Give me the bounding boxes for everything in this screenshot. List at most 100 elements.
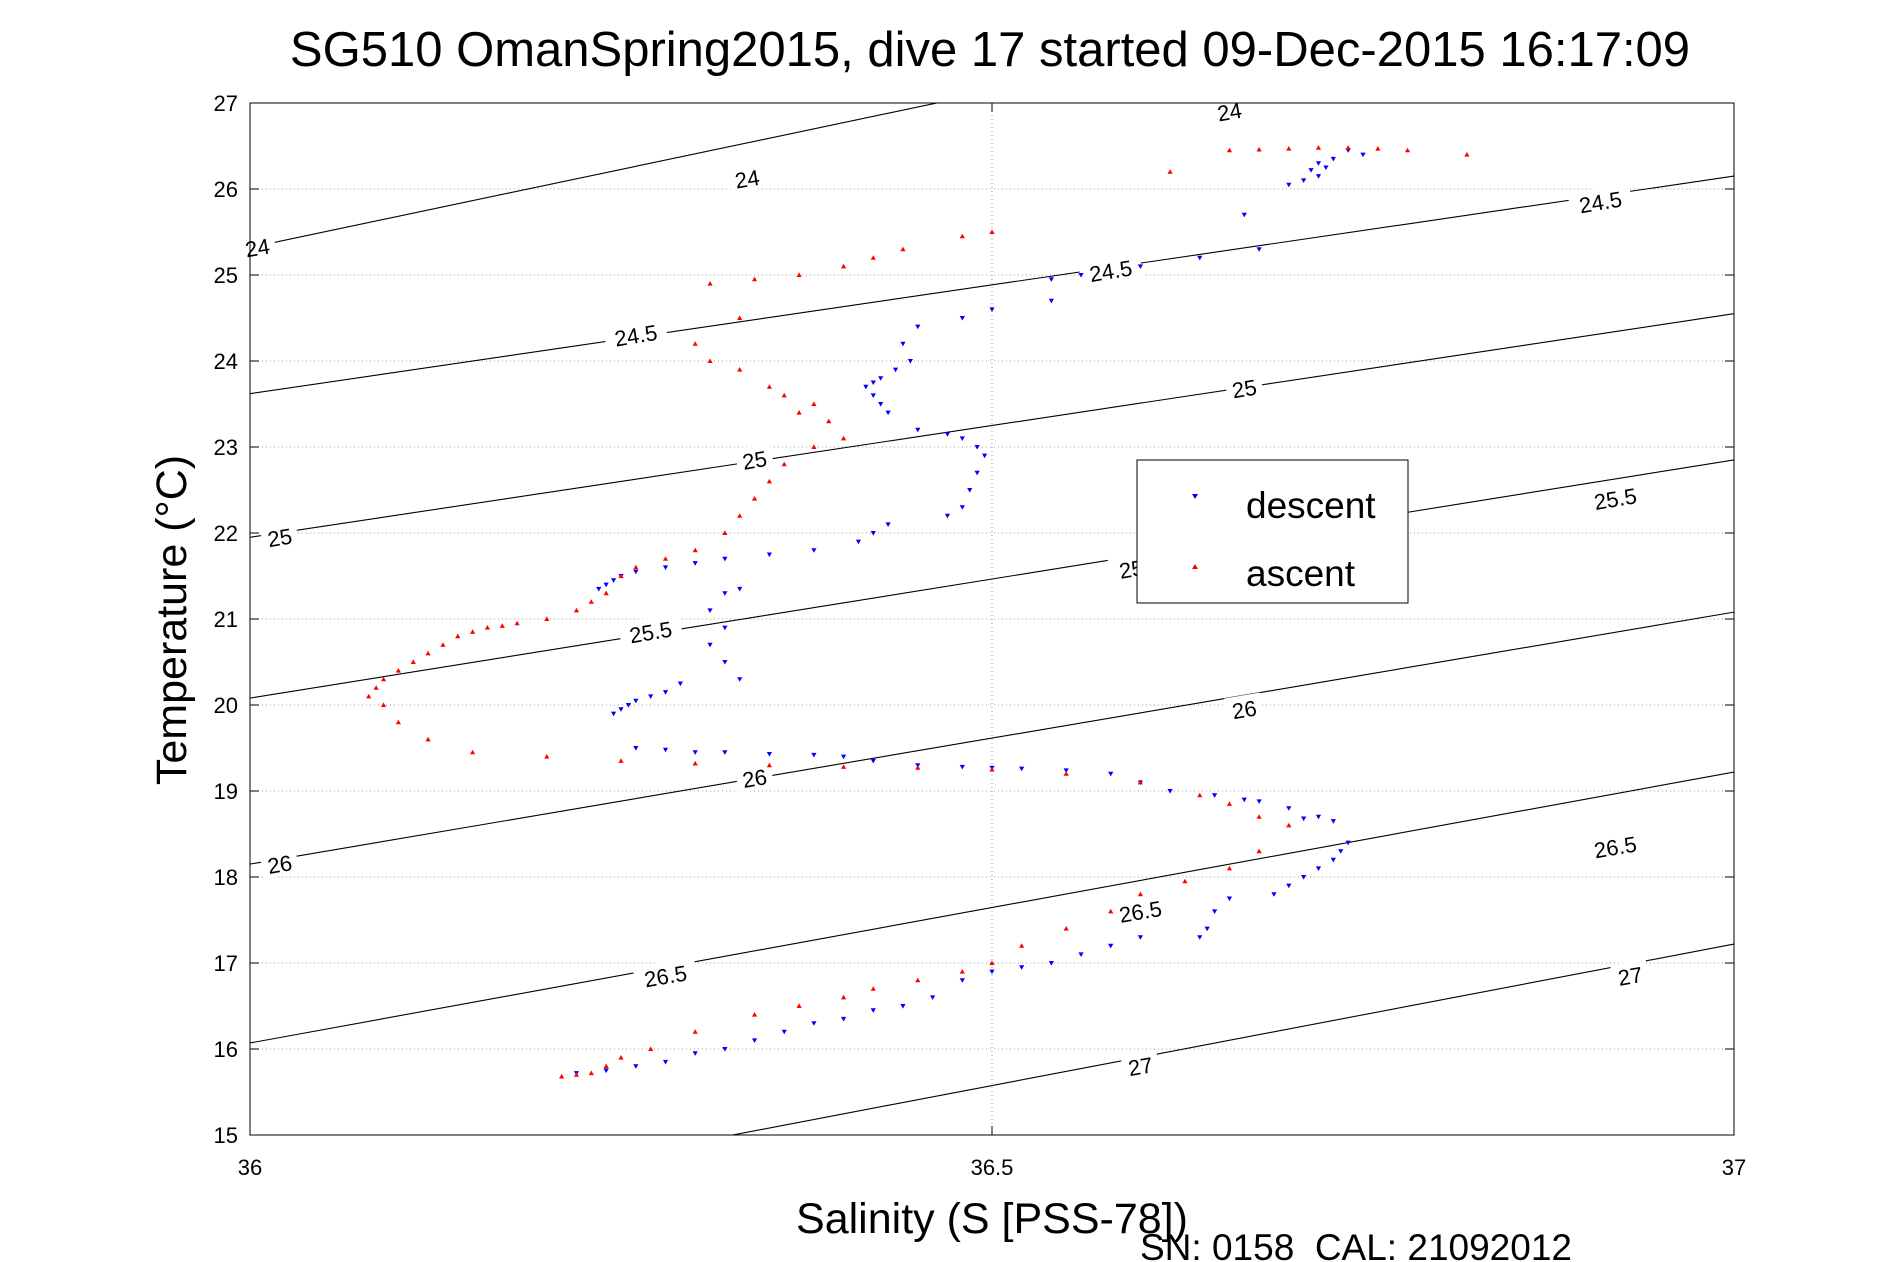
contour-label-gap bbox=[617, 612, 684, 649]
descent-point bbox=[677, 681, 683, 687]
ascent-point bbox=[737, 315, 743, 320]
descent-point bbox=[722, 625, 728, 631]
descent-point bbox=[1212, 909, 1218, 914]
contour-label-group: 26 bbox=[734, 761, 775, 793]
descent-point bbox=[1063, 768, 1069, 773]
ascent-point bbox=[455, 633, 461, 639]
descent-point bbox=[915, 427, 921, 433]
descent-point bbox=[1345, 840, 1351, 846]
descent-point bbox=[1197, 935, 1203, 940]
ascent-point bbox=[573, 607, 580, 613]
descent-point bbox=[1048, 961, 1054, 966]
descent-point bbox=[633, 746, 639, 751]
descent-point bbox=[855, 539, 862, 545]
descent-point bbox=[1241, 797, 1247, 803]
ascent-point bbox=[781, 392, 787, 398]
descent-point bbox=[907, 359, 913, 364]
descent-point bbox=[878, 376, 884, 381]
descent-point bbox=[1167, 789, 1173, 794]
descent-point bbox=[737, 586, 743, 592]
contour-label-gap bbox=[1582, 827, 1648, 864]
descent-point bbox=[974, 470, 980, 476]
ascent-point bbox=[1404, 147, 1411, 153]
chart-title: SG510 OmanSpring2015, dive 17 started 09… bbox=[290, 23, 1690, 77]
contour-label-gap bbox=[734, 761, 775, 793]
descent-point bbox=[959, 764, 965, 770]
descent-point bbox=[870, 380, 876, 386]
descent-point bbox=[707, 608, 713, 613]
ascent-point bbox=[573, 1072, 580, 1077]
ascent-point bbox=[1226, 865, 1233, 871]
descent-point bbox=[863, 384, 869, 390]
ascent-point bbox=[692, 341, 698, 346]
ascent-point bbox=[559, 1073, 565, 1079]
descent-point bbox=[1108, 943, 1114, 949]
ascent-point bbox=[1286, 145, 1292, 151]
descent-point bbox=[944, 513, 951, 519]
descent-point bbox=[722, 660, 728, 665]
contour-label-group: 26.5 bbox=[632, 956, 699, 993]
descent-point bbox=[900, 341, 906, 347]
ascent-point bbox=[737, 513, 743, 518]
descent-point bbox=[959, 316, 965, 321]
descent-point bbox=[989, 307, 995, 312]
ascent-point bbox=[915, 977, 921, 983]
ascent-point bbox=[395, 668, 401, 673]
contour-label-gap bbox=[1107, 892, 1173, 929]
contour-label-group: 24.5 bbox=[1567, 182, 1634, 219]
contour-label-gap bbox=[1120, 1049, 1161, 1082]
descent-point bbox=[1301, 816, 1307, 822]
ascent-point bbox=[484, 625, 491, 630]
ascent-point bbox=[989, 766, 995, 772]
descent-point bbox=[633, 698, 639, 704]
descent-point bbox=[1048, 277, 1054, 282]
contour-label-group: 24 bbox=[237, 230, 278, 262]
ascent-point bbox=[766, 478, 772, 484]
descent-point bbox=[1315, 174, 1322, 179]
descent-point bbox=[959, 505, 965, 510]
ascent-point bbox=[588, 1070, 594, 1076]
ascent-point bbox=[900, 246, 906, 252]
descent-point bbox=[967, 488, 973, 493]
ascent-point bbox=[514, 620, 520, 626]
descent-point bbox=[959, 978, 965, 983]
contour-label-gap bbox=[1224, 692, 1265, 725]
descent-point bbox=[989, 969, 995, 975]
ascent-point bbox=[1019, 943, 1025, 948]
descent-point bbox=[915, 324, 921, 330]
ascent-point bbox=[766, 384, 772, 389]
descent-point bbox=[662, 1059, 669, 1065]
contour-label-24: 24 bbox=[733, 165, 761, 194]
descent-point bbox=[1360, 152, 1366, 158]
descent-point bbox=[1212, 793, 1218, 798]
descent-point bbox=[870, 393, 876, 398]
ascent-point bbox=[811, 444, 817, 449]
descent-point bbox=[618, 707, 624, 712]
ascent-point bbox=[603, 590, 609, 596]
contour-label-group: 25 bbox=[259, 520, 300, 552]
contour-label-gap bbox=[259, 847, 300, 879]
ascent-point bbox=[959, 233, 965, 239]
y-tick-label: 20 bbox=[214, 693, 238, 718]
ascent-point bbox=[841, 263, 847, 269]
ascent-point bbox=[633, 564, 639, 570]
descent-point bbox=[870, 758, 876, 764]
descent-point bbox=[692, 750, 698, 755]
descent-point bbox=[633, 569, 639, 575]
contour-label-group: 26.5 bbox=[1582, 827, 1648, 864]
contour-label-gap bbox=[1610, 959, 1650, 991]
ascent-point bbox=[1137, 891, 1143, 897]
ascent-point bbox=[841, 994, 847, 1000]
contour-label-group: 24 bbox=[1209, 94, 1250, 126]
y-tick-label: 18 bbox=[214, 865, 238, 890]
ascent-point bbox=[870, 986, 876, 991]
descent-point bbox=[1108, 771, 1114, 777]
ascent-point bbox=[618, 573, 624, 578]
ascent-point bbox=[1256, 146, 1262, 152]
ascent-point bbox=[425, 650, 431, 656]
descent-point bbox=[885, 410, 891, 416]
legend-box bbox=[1136, 459, 1409, 604]
descent-point bbox=[811, 1021, 817, 1026]
contour-label-gap bbox=[1567, 182, 1634, 219]
descent-point bbox=[610, 711, 617, 717]
